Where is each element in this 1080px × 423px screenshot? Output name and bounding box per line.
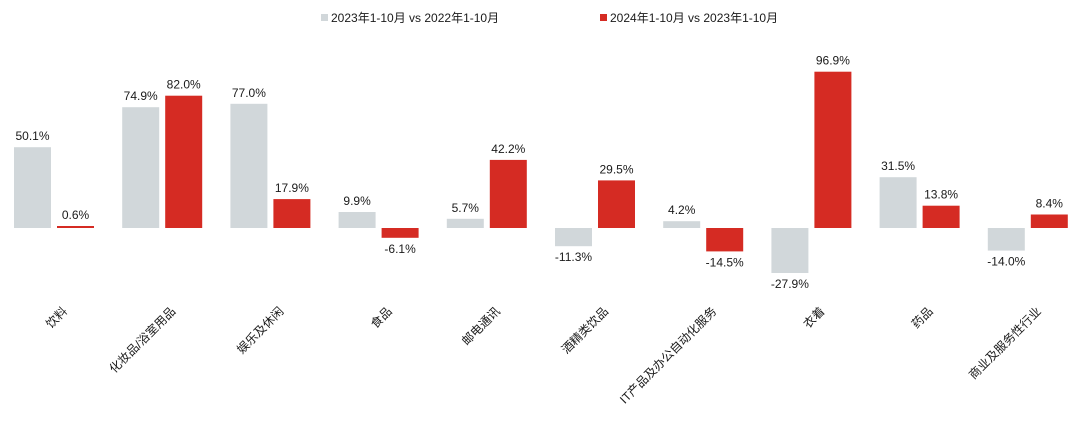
data-label-s2-8: 13.8% bbox=[924, 188, 958, 202]
legend-label-1: 2023年1-10月 vs 2022年1-10月 bbox=[331, 11, 499, 25]
category-label-8: 药品 bbox=[909, 304, 936, 331]
category-label-2: 娱乐及休闲 bbox=[234, 304, 286, 356]
data-label-s1-7: -27.9% bbox=[771, 277, 809, 291]
data-label-s1-4: 5.7% bbox=[452, 201, 480, 215]
bar-s2-1 bbox=[165, 95, 203, 228]
data-label-s1-6: 4.2% bbox=[668, 203, 696, 217]
data-label-s2-9: 8.4% bbox=[1036, 197, 1064, 211]
bar-s2-8 bbox=[922, 205, 960, 228]
bar-s2-3 bbox=[381, 228, 419, 238]
bar-s1-0 bbox=[14, 147, 51, 228]
data-label-s1-2: 77.0% bbox=[232, 86, 266, 100]
bar-s1-8 bbox=[879, 177, 917, 228]
legend: 2023年1-10月 vs 2022年1-10月 2024年1-10月 vs 20… bbox=[321, 11, 778, 25]
data-label-s2-3: -6.1% bbox=[384, 242, 416, 256]
data-label-s1-9: -14.0% bbox=[987, 255, 1025, 269]
category-label-6: IT产品及办公自动化服务 bbox=[616, 304, 719, 407]
bar-s2-2 bbox=[273, 199, 311, 228]
bar-s2-0 bbox=[57, 226, 94, 228]
category-label-3: 食品 bbox=[367, 304, 395, 332]
category-label-0: 饮料 bbox=[43, 304, 70, 331]
category-labels: 饮料 化妆品/浴室用品 娱乐及休闲 食品 邮电通讯 酒精类饮品 IT产品及办公自动化服务 衣着… bbox=[43, 304, 1044, 407]
data-label-s2-1: 82.0% bbox=[167, 78, 201, 92]
legend-label-2: 2024年1-10月 vs 2023年1-10月 bbox=[610, 11, 778, 25]
data-label-s1-1: 74.9% bbox=[124, 89, 158, 103]
bar-s1-9 bbox=[987, 228, 1025, 251]
data-label-s2-6: -14.5% bbox=[706, 255, 744, 269]
bar-s2-5 bbox=[598, 180, 635, 228]
data-label-s2-7: 96.9% bbox=[816, 54, 850, 68]
data-label-s2-4: 42.2% bbox=[491, 142, 525, 156]
bar-s1-4 bbox=[446, 218, 484, 228]
data-label-s1-0: 50.1% bbox=[15, 129, 49, 143]
bar-s1-1 bbox=[122, 107, 160, 228]
category-label-4: 邮电通讯 bbox=[459, 304, 503, 348]
bar-s2-4 bbox=[489, 159, 527, 228]
data-label-s2-2: 17.9% bbox=[275, 181, 309, 195]
data-label-s1-5: -11.3% bbox=[555, 250, 592, 264]
category-label-5: 酒精类饮品 bbox=[559, 304, 611, 356]
bar-s1-2 bbox=[230, 103, 268, 228]
data-label-s1-8: 31.5% bbox=[881, 159, 915, 173]
bar-s1-6 bbox=[663, 221, 701, 228]
data-label-s2-0: 0.6% bbox=[62, 208, 90, 222]
bar-s1-7 bbox=[771, 228, 809, 273]
bar-s2-6 bbox=[706, 228, 744, 252]
legend-swatch-2 bbox=[600, 14, 607, 21]
bars bbox=[14, 71, 1068, 273]
data-label-s2-5: 29.5% bbox=[599, 162, 633, 176]
bar-s2-9 bbox=[1030, 214, 1068, 228]
value-labels: 50.1% 0.6% 74.9% 82.0% 77.0% 17.9% 9.9% -6.1% 5.… bbox=[15, 54, 1063, 291]
category-label-9: 商业及服务性行业 bbox=[965, 304, 1043, 382]
legend-swatch-1 bbox=[321, 14, 328, 21]
data-label-s1-3: 9.9% bbox=[343, 194, 371, 208]
bar-s1-3 bbox=[338, 212, 376, 228]
bar-s1-5 bbox=[555, 228, 592, 247]
category-label-7: 衣着 bbox=[800, 304, 828, 332]
category-label-1: 化妆品/浴室用品 bbox=[106, 304, 178, 376]
bar-s2-7 bbox=[814, 71, 852, 228]
